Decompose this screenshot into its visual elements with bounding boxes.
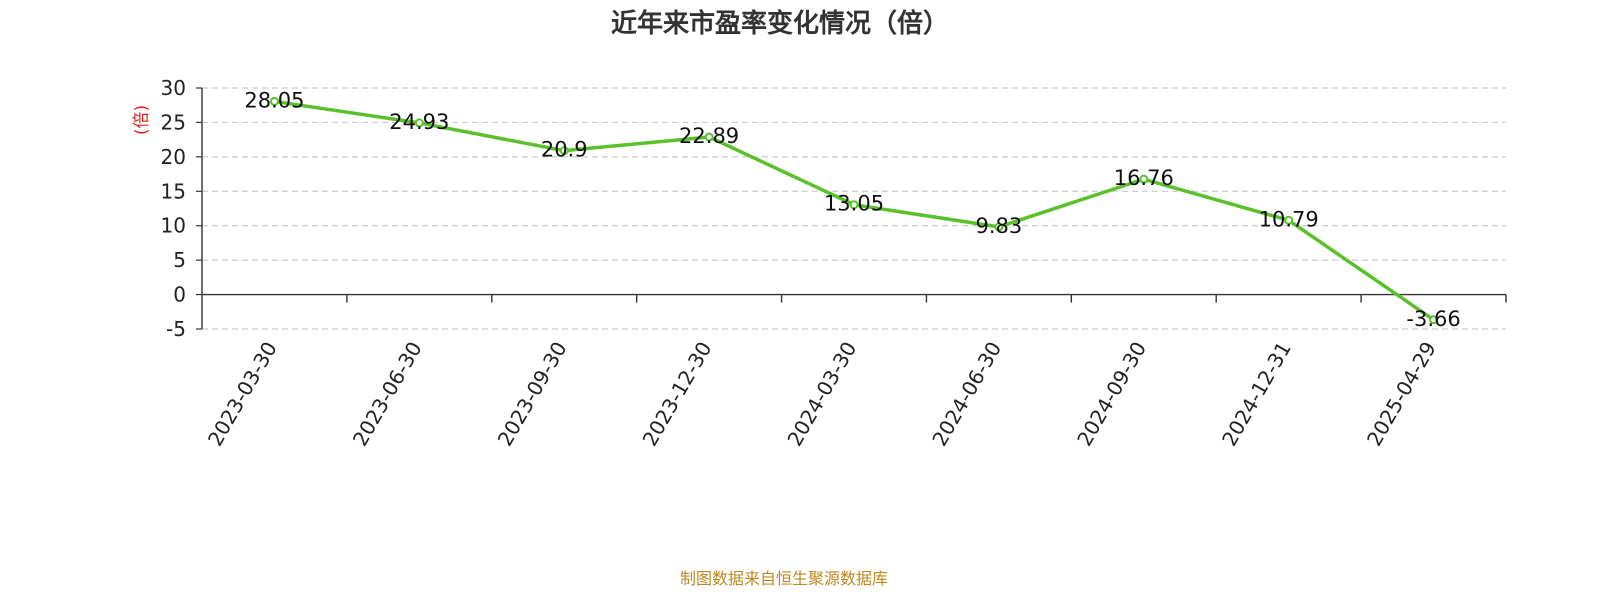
data-label: 9.83 <box>976 214 1023 238</box>
data-point <box>269 96 279 106</box>
data-label: -3.66 <box>1406 307 1460 331</box>
y-tick-label: 30 <box>161 76 186 100</box>
x-tick-label: 2024-09-30 <box>1072 338 1151 451</box>
x-tick-label: 2024-03-30 <box>782 338 861 451</box>
y-tick-label: 10 <box>161 214 186 238</box>
data-point <box>414 118 424 128</box>
data-labels: 28.05 24.93 20.9 22.89 13.05 9.83 16.76 10.79 -3… <box>244 88 1460 330</box>
data-point <box>1284 215 1294 225</box>
source-note: 制图数据来自恒生聚源数据库 <box>680 569 888 588</box>
gridlines <box>202 87 1506 330</box>
y-tick-label: 15 <box>161 179 186 203</box>
y-axis-label: (倍) <box>132 105 152 135</box>
x-tick-label: 2023-09-30 <box>493 338 572 451</box>
y-tick-label: -5 <box>166 317 186 341</box>
data-point <box>994 222 1004 232</box>
data-label: 28.05 <box>244 88 304 112</box>
y-tick-label: 5 <box>173 248 186 272</box>
data-label: 22.89 <box>679 124 739 148</box>
data-point <box>559 146 569 156</box>
y-tick-label: 25 <box>161 110 186 134</box>
data-label: 20.9 <box>541 138 588 162</box>
series-layer <box>269 96 1439 325</box>
y-tick-label: 20 <box>161 145 186 169</box>
data-label: 16.76 <box>1114 166 1174 190</box>
x-tick-label: 2023-06-30 <box>348 338 427 451</box>
x-tick-label: 2025-04-29 <box>1362 338 1441 451</box>
x-tick-label: 2023-03-30 <box>203 338 282 451</box>
chart-title: 近年来市盈率变化情况（倍） <box>611 8 949 39</box>
data-label: 13.05 <box>824 192 884 216</box>
y-tick-label: 0 <box>173 283 186 307</box>
data-point <box>704 132 714 142</box>
data-point <box>1139 174 1149 184</box>
data-label: 24.93 <box>389 110 449 134</box>
x-tick-label: 2023-12-30 <box>638 338 717 451</box>
x-tick-label: 2024-12-31 <box>1217 338 1296 451</box>
data-point <box>1429 315 1439 325</box>
data-label: 10.79 <box>1259 207 1319 231</box>
x-tick-label: 2024-06-30 <box>927 338 1006 451</box>
data-point <box>849 200 859 210</box>
axes: 30 25 20 15 10 5 0 -5 2023-03-30 2023-06-30 2023-0… <box>161 76 1507 451</box>
